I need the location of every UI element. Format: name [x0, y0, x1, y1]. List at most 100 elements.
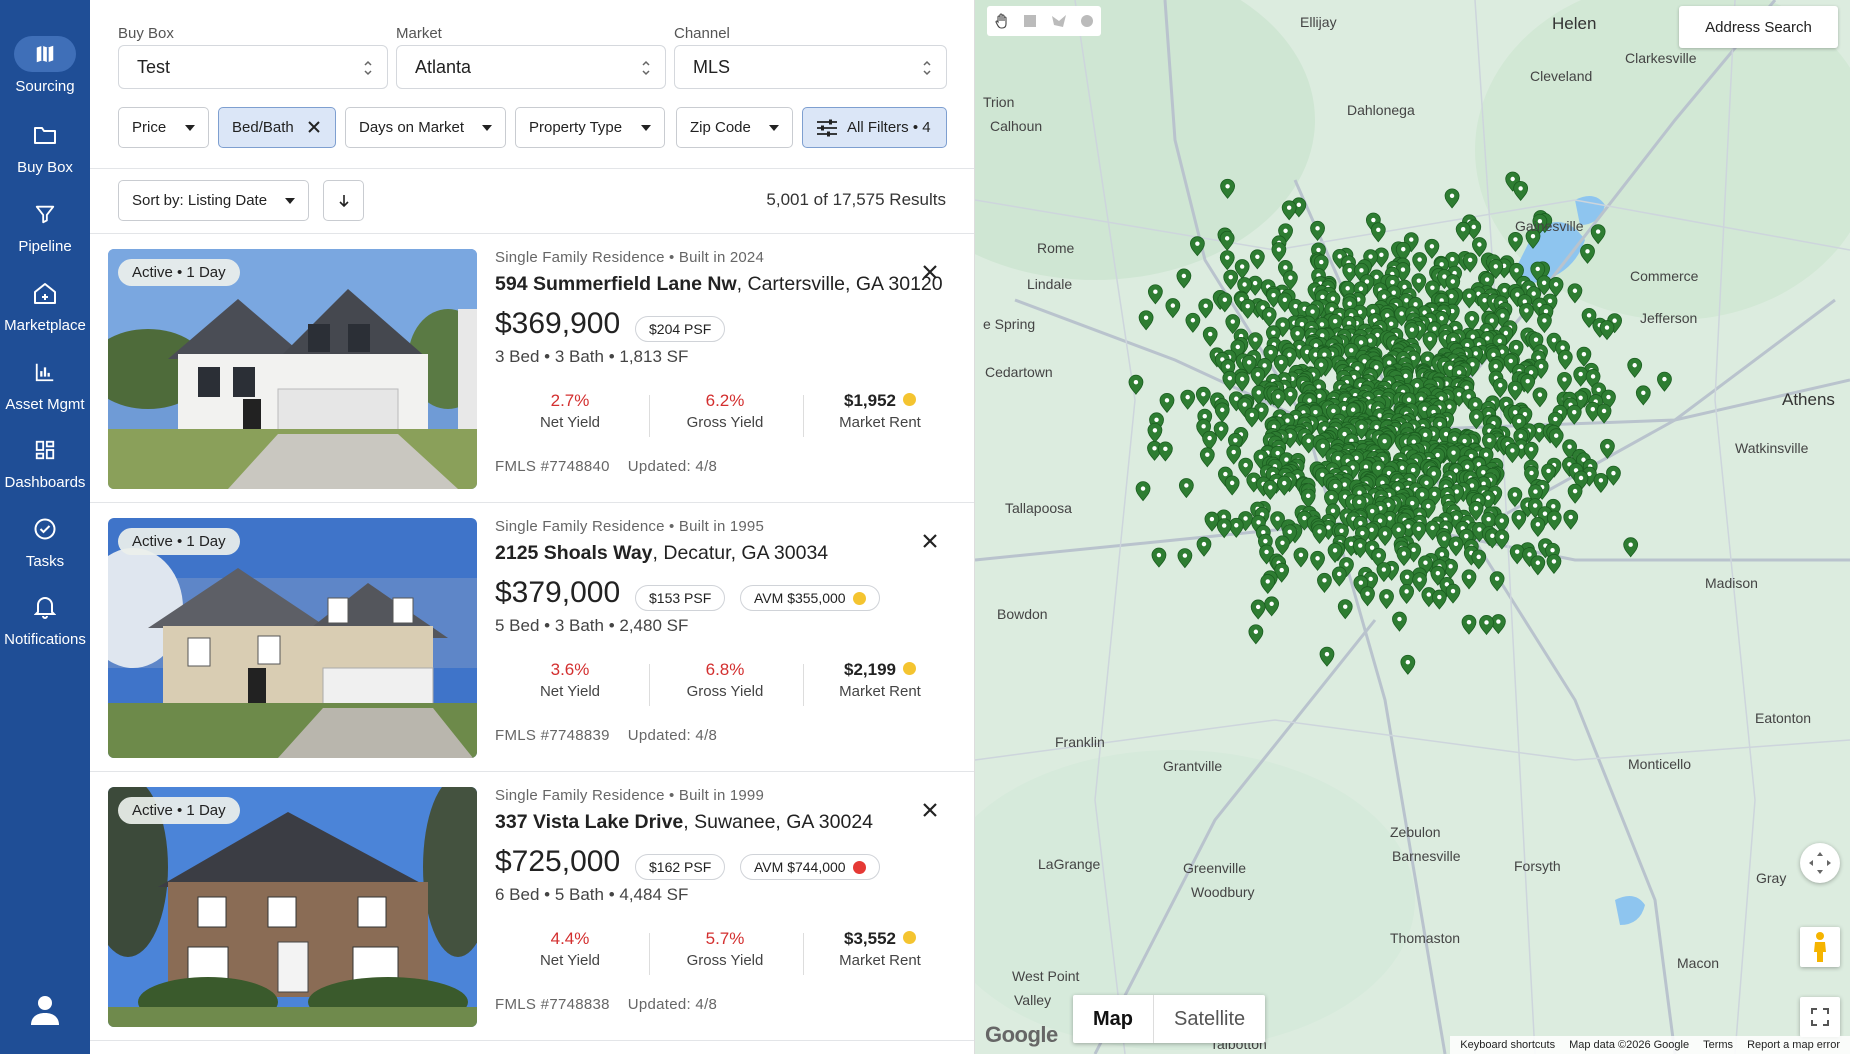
sidebar-item-tasks[interactable]: Tasks [0, 511, 90, 581]
map-marker[interactable] [1195, 386, 1211, 407]
map-marker[interactable] [1379, 589, 1394, 610]
map-marker[interactable] [1590, 224, 1606, 245]
map-marker[interactable] [1448, 536, 1464, 557]
map-marker[interactable] [1147, 284, 1163, 305]
map-marker[interactable] [1234, 371, 1250, 392]
price-filter-chip[interactable]: Price [118, 107, 209, 148]
map-marker[interactable] [1300, 488, 1316, 509]
terms-link[interactable]: Terms [1703, 1039, 1734, 1051]
map-canvas[interactable] [975, 0, 1850, 1054]
map-marker[interactable] [1471, 549, 1487, 570]
map-marker[interactable] [1523, 441, 1539, 462]
map-marker[interactable] [1507, 487, 1523, 508]
sort-direction-button[interactable] [323, 180, 364, 221]
map-marker[interactable] [1178, 478, 1194, 499]
sidebar-item-marketplace[interactable]: Marketplace [0, 275, 90, 345]
map-marker[interactable] [1507, 380, 1523, 401]
map-marker[interactable] [1264, 596, 1280, 617]
map-marker[interactable] [1530, 516, 1546, 537]
map-marker[interactable] [1249, 249, 1265, 270]
map-marker[interactable] [1310, 220, 1325, 241]
map-marker[interactable] [1494, 513, 1510, 534]
report-error-link[interactable]: Report a map error [1747, 1039, 1840, 1051]
map-marker[interactable] [1468, 409, 1484, 430]
map-marker[interactable] [1412, 252, 1428, 273]
map-marker[interactable] [1444, 188, 1460, 209]
map-marker[interactable] [1165, 298, 1181, 319]
map-marker[interactable] [1238, 457, 1254, 478]
map-marker[interactable] [1312, 524, 1328, 545]
sidebar-item-dashboards[interactable]: Dashboards [0, 432, 90, 502]
map-marker[interactable] [1461, 288, 1477, 309]
map-marker[interactable] [1199, 447, 1215, 468]
pegman-street-view[interactable] [1800, 927, 1840, 967]
map-marker[interactable] [1214, 402, 1230, 423]
buy-box-select[interactable]: Test [118, 45, 388, 89]
map-marker[interactable] [1490, 614, 1506, 635]
map-marker[interactable] [1446, 445, 1461, 466]
map-marker[interactable] [1196, 536, 1212, 557]
map-marker[interactable] [1180, 389, 1196, 410]
map-marker[interactable] [1396, 546, 1412, 567]
map-marker[interactable] [1404, 322, 1420, 343]
listing-photo[interactable]: Active • 1 Day [108, 249, 477, 489]
map-marker[interactable] [1479, 615, 1494, 636]
map-marker[interactable] [1198, 298, 1214, 319]
map-marker[interactable] [1530, 555, 1546, 576]
all-filters-button[interactable]: All Filters • 4 [802, 107, 947, 148]
circle-draw-icon[interactable] [1080, 14, 1094, 28]
map-marker[interactable] [1546, 553, 1562, 575]
map-marker[interactable] [1176, 268, 1192, 289]
listing-card[interactable]: Active • 1 Day Single Family Residence •… [90, 773, 974, 1041]
map-marker[interactable] [1471, 237, 1487, 258]
map-type-satellite[interactable]: Satellite [1153, 995, 1265, 1043]
map-marker[interactable] [1548, 428, 1564, 449]
map-marker[interactable] [1541, 463, 1556, 484]
sort-dropdown[interactable]: Sort by: Listing Date [118, 180, 309, 221]
map-marker[interactable] [1445, 583, 1461, 604]
map-marker[interactable] [1224, 475, 1240, 496]
map-marker[interactable] [1399, 583, 1415, 605]
map-marker[interactable] [1557, 349, 1573, 370]
map-marker[interactable] [1240, 298, 1256, 319]
map-marker[interactable] [1213, 421, 1229, 442]
map-marker[interactable] [1399, 569, 1415, 590]
map-marker[interactable] [1627, 357, 1643, 378]
map-marker[interactable] [1494, 529, 1510, 550]
map-marker[interactable] [1525, 228, 1541, 249]
map-marker[interactable] [1520, 373, 1536, 394]
map-marker[interactable] [1411, 273, 1427, 294]
sidebar-item-buy-box[interactable]: Buy Box [0, 117, 90, 187]
close-icon[interactable] [919, 261, 941, 283]
sidebar-item-notifications[interactable]: Notifications [0, 589, 90, 659]
map-marker[interactable] [1271, 242, 1287, 263]
map-marker[interactable] [1138, 310, 1154, 331]
map-marker[interactable] [1283, 270, 1298, 291]
map-marker[interactable] [1557, 372, 1572, 393]
listing-address[interactable]: 2125 Shoals Way, Decatur, GA 30034 [495, 542, 828, 565]
bed-bath-filter-chip[interactable]: Bed/Bath [218, 107, 336, 148]
sidebar-item-sourcing[interactable]: Sourcing [0, 36, 90, 106]
map-marker[interactable] [1157, 441, 1173, 462]
map-marker[interactable] [1244, 407, 1260, 428]
map-marker[interactable] [1293, 547, 1309, 568]
map-marker[interactable] [1489, 571, 1505, 592]
map-marker[interactable] [1248, 624, 1264, 645]
map-marker[interactable] [1657, 371, 1672, 392]
map-view[interactable]: Ellijay Helen Clarkesville Cleveland Tri… [975, 0, 1850, 1054]
map-marker[interactable] [1223, 269, 1239, 290]
polygon-draw-icon[interactable] [1051, 14, 1067, 28]
map-marker[interactable] [1508, 232, 1523, 253]
property-type-filter-chip[interactable]: Property Type [515, 107, 665, 148]
map-marker[interactable] [1546, 510, 1562, 531]
map-marker[interactable] [1462, 252, 1478, 273]
map-marker[interactable] [1532, 387, 1548, 408]
map-marker[interactable] [1276, 475, 1292, 496]
map-marker[interactable] [1273, 354, 1289, 375]
map-marker[interactable] [1392, 611, 1407, 632]
days-on-market-filter-chip[interactable]: Days on Market [345, 107, 506, 148]
zip-code-filter-chip[interactable]: Zip Code [676, 107, 793, 148]
map-marker[interactable] [1567, 283, 1583, 304]
map-marker[interactable] [1331, 566, 1347, 587]
map-marker[interactable] [1270, 389, 1286, 410]
